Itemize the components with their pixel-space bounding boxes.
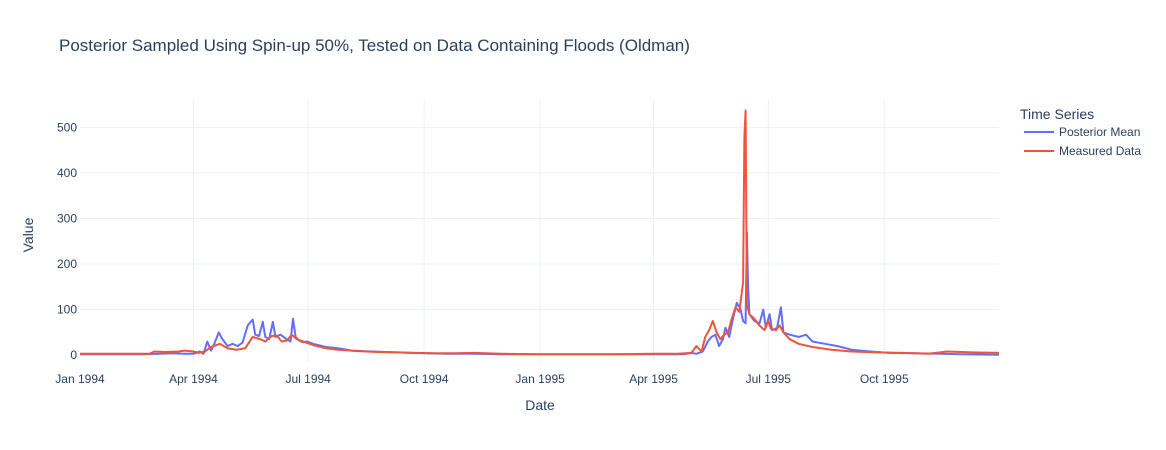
series-layer (80, 109, 1000, 356)
x-tick-label: Jul 1995 (746, 372, 792, 386)
x-tick-label: Jan 1994 (55, 372, 105, 386)
gridlines (80, 100, 999, 362)
x-tick-label: Oct 1994 (400, 372, 449, 386)
x-tick-label: Apr 1995 (629, 372, 678, 386)
y-tick-label: 200 (57, 257, 77, 271)
y-tick-label: 500 (57, 120, 77, 134)
legend-label: Measured Data (1059, 144, 1141, 158)
y-tick-label: 400 (57, 166, 77, 180)
y-axis-title: Value (20, 217, 36, 252)
legend-title: Time Series (1020, 106, 1094, 122)
x-tick-label: Apr 1994 (169, 372, 218, 386)
series-line-measured-data (80, 109, 1000, 356)
series-line-posterior-mean (80, 231, 1000, 356)
x-axis-ticks: Jan 1994 Apr 1994 Jul 1994 Oct 1994 Jan 1995… (55, 372, 909, 386)
x-tick-label: Jan 1995 (515, 372, 565, 386)
x-tick-label: Jul 1994 (285, 372, 331, 386)
legend-label: Posterior Mean (1059, 125, 1140, 139)
y-tick-label: 0 (70, 348, 77, 362)
y-tick-label: 100 (57, 303, 77, 317)
x-axis-title: Date (525, 397, 555, 413)
y-tick-label: 300 (57, 211, 77, 225)
chart-title: Posterior Sampled Using Spin-up 50%, Tes… (59, 36, 690, 55)
x-tick-label: Oct 1995 (860, 372, 909, 386)
legend[interactable]: Time Series Posterior Mean Measured Data (1020, 106, 1141, 158)
y-axis-ticks: 0 100 200 300 400 500 (57, 120, 77, 362)
